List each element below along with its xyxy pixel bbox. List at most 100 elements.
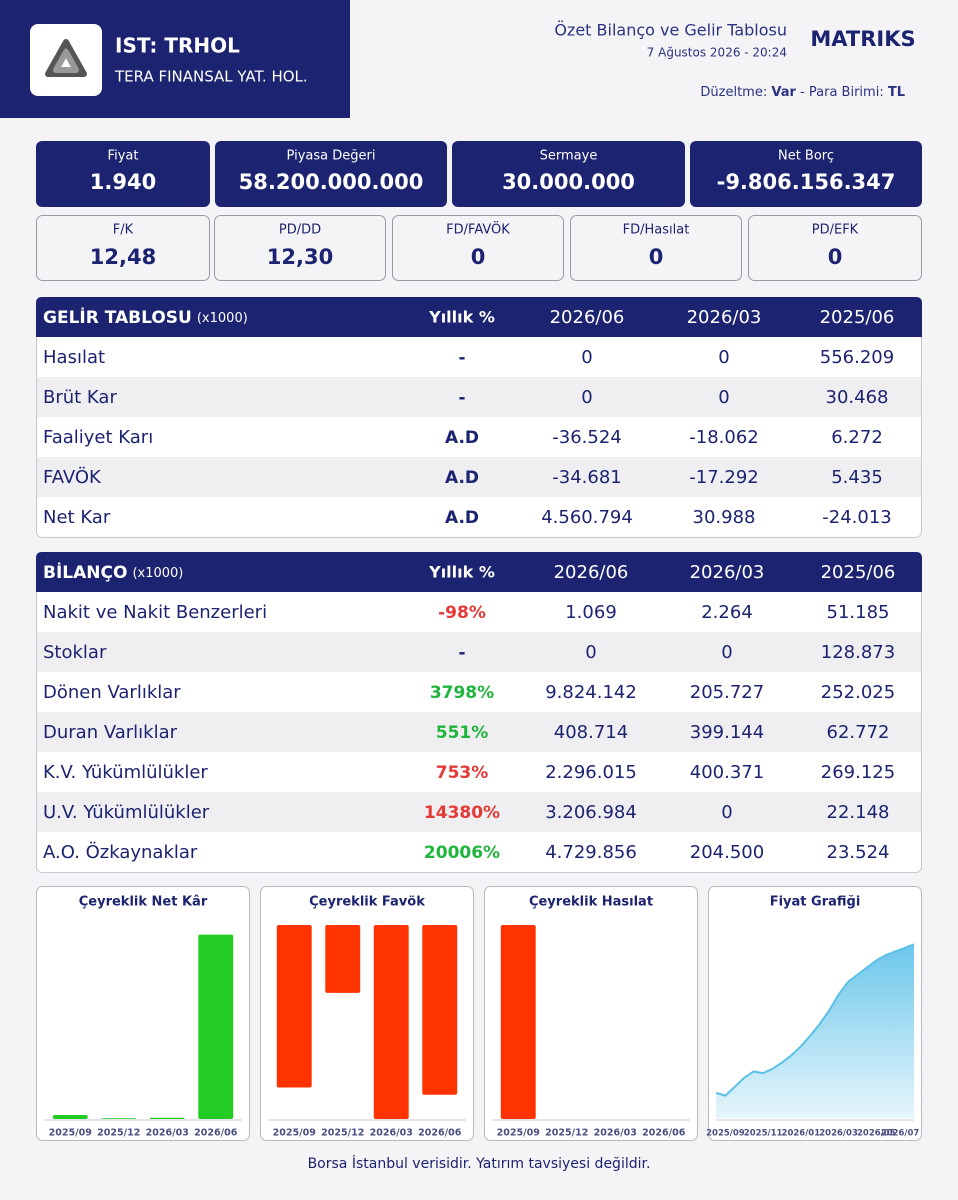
row-stripe [37, 792, 921, 832]
row-change: 3798% [430, 683, 494, 703]
metric-label: Piyasa Değeri [287, 149, 376, 164]
metric-box [36, 141, 210, 207]
row-value: 23.524 [827, 842, 890, 863]
row-label: Nakit ve Nakit Benzerleri [43, 602, 267, 623]
ratio-label: PD/EFK [812, 223, 859, 238]
row-stripe [37, 377, 921, 417]
row-value: 9.824.142 [545, 682, 637, 703]
bar [198, 934, 234, 1119]
bar [149, 1117, 185, 1119]
row-stripe [37, 457, 921, 497]
row-change: 14380% [424, 803, 500, 823]
metric-box [452, 141, 685, 207]
row-value: -36.524 [552, 427, 621, 448]
row-change: A.D [445, 468, 479, 488]
row-value: 128.873 [821, 642, 895, 663]
row-label: U.V. Yükümlülükler [43, 802, 210, 823]
currency: TL [888, 85, 905, 100]
column-header: Yıllık % [428, 308, 495, 327]
row-value: 269.125 [821, 762, 895, 783]
report-title: Özet Bilanço ve Gelir Tablosu [554, 21, 787, 40]
currency-label: Para Birimi: [809, 85, 884, 100]
ratio-label: F/K [113, 223, 134, 238]
bar [52, 1114, 88, 1119]
column-header: 2026/03 [690, 562, 765, 583]
row-value: 0 [718, 347, 729, 368]
metric-value: 1.940 [90, 170, 156, 194]
ratio-value: 12,30 [267, 245, 333, 269]
row-label: Dönen Varlıklar [43, 682, 181, 703]
x-tick-label: 2026/03 [594, 1128, 637, 1139]
table-title: BİLANÇO (x1000) [43, 561, 183, 583]
row-value: -34.681 [552, 467, 621, 488]
row-change: 753% [436, 763, 489, 783]
row-value: -17.292 [689, 467, 758, 488]
row-value: 0 [581, 347, 592, 368]
settings-line: Düzeltme: Var - Para Birimi: TL [700, 85, 905, 100]
report-date: 7 Ağustos 2026 - 20:24 [647, 46, 787, 60]
logo-box [30, 24, 102, 96]
x-tick-label: 2025/12 [545, 1128, 588, 1139]
x-tick-label: 2026/06 [642, 1128, 686, 1139]
row-value: 204.500 [690, 842, 764, 863]
row-change: - [458, 388, 465, 408]
row-value: 252.025 [821, 682, 895, 703]
column-header: Yıllık % [428, 563, 495, 582]
x-tick-label: 2026/03 [146, 1128, 189, 1139]
row-value: 30.988 [693, 507, 756, 528]
chart-box [484, 886, 698, 1141]
chart-title: Çeyreklik Net Kâr [79, 895, 208, 910]
metric-box [215, 141, 447, 207]
chart-title: Çeyreklik Hasılat [529, 895, 653, 910]
bar [422, 925, 458, 1095]
x-tick-label: 2026/06 [418, 1128, 462, 1139]
x-tick-label: 2025/09 [706, 1129, 745, 1139]
bar [373, 925, 409, 1119]
row-value: 0 [721, 802, 732, 823]
ratio-box [748, 215, 922, 281]
row-value: 2.296.015 [545, 762, 637, 783]
ratio-value: 0 [471, 245, 486, 269]
column-header: 2026/06 [550, 307, 625, 328]
row-label: K.V. Yükümlülükler [43, 762, 208, 783]
table-unit: (x1000) [197, 311, 248, 326]
ratio-box [570, 215, 742, 281]
row-value: 6.272 [831, 427, 883, 448]
bar [276, 925, 312, 1088]
table-title: GELİR TABLOSU (x1000) [43, 306, 248, 328]
ratio-value: 0 [649, 245, 664, 269]
row-label: Faaliyet Karı [43, 427, 153, 448]
row-value: 205.727 [690, 682, 764, 703]
ratio-box [392, 215, 564, 281]
column-header: 2025/06 [820, 307, 895, 328]
x-tick-label: 2026/06 [194, 1128, 238, 1139]
chart-title: Çeyreklik Favök [309, 895, 425, 910]
table-header [36, 297, 922, 337]
row-change: - [458, 348, 465, 368]
x-tick-label: 2026/03 [819, 1129, 858, 1139]
row-value: 0 [721, 642, 732, 663]
chart-box [36, 886, 250, 1141]
ratio-box [214, 215, 386, 281]
metric-label: Fiyat [108, 149, 139, 164]
row-label: FAVÖK [43, 466, 102, 488]
table-header [36, 552, 922, 592]
row-value: 30.468 [826, 387, 889, 408]
row-value: -18.062 [689, 427, 758, 448]
ratio-label: PD/DD [279, 223, 321, 238]
ratio-value: 0 [828, 245, 843, 269]
row-stripe [37, 712, 921, 752]
row-change: - [458, 643, 465, 663]
x-tick-label: 2026/01 [782, 1129, 821, 1139]
logo-icon [45, 39, 87, 77]
x-tick-label: 2025/09 [49, 1128, 92, 1139]
ratio-label: FD/Hasılat [623, 223, 690, 238]
table-unit: (x1000) [132, 566, 183, 581]
ratio-value: 12,48 [90, 245, 156, 269]
row-value: 3.206.984 [545, 802, 637, 823]
row-value: -24.013 [822, 507, 891, 528]
x-tick-label: 2025/12 [321, 1128, 364, 1139]
bar [325, 925, 361, 993]
